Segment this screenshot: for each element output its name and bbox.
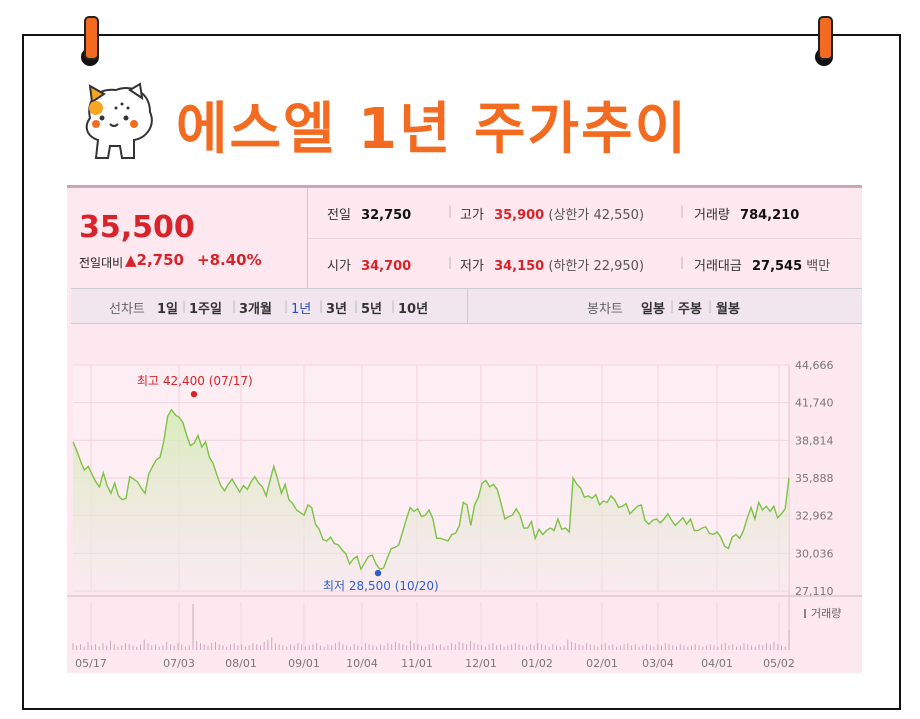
stat-low: 저가 34,150 (하한가 22,950): [460, 255, 644, 274]
tab-divider: |: [182, 299, 187, 313]
stat-low-value: 34,150: [494, 259, 545, 274]
period-tab[interactable]: 10년: [398, 302, 429, 317]
y-tick-label: 41,740: [795, 397, 834, 410]
period-tab[interactable]: 1년: [291, 302, 312, 317]
price-area: [73, 409, 789, 591]
chart-tabs: 선차트 1일 1주일 | 3개월 | 1년 | 3년 | 5년 | 10년 | 봉차트 일봉 주봉 | 월봉 |: [71, 288, 862, 324]
stat-high-value: 35,900: [494, 208, 545, 223]
x-tick-label: 12/01: [465, 657, 497, 670]
x-tick-label: 05/02: [763, 657, 795, 670]
y-tick-label: 44,666: [795, 359, 834, 372]
tabs-divider: [467, 289, 468, 323]
stat-volume-label: 거래량: [694, 208, 730, 223]
y-tick-label: 38,814: [795, 434, 834, 447]
stat-volume-value: 784,210: [740, 208, 800, 223]
card-top-border: [67, 185, 862, 188]
y-tick-label: 30,036: [795, 547, 834, 560]
candle-tab[interactable]: 일봉: [641, 302, 665, 317]
x-tick-label: 04/01: [701, 657, 733, 670]
stat-volume: 거래량 784,210: [694, 204, 799, 223]
y-tick-label: 35,888: [795, 472, 834, 485]
tab-divider: |: [708, 299, 713, 313]
high-annotation: 최고 42,400 (07/17): [137, 374, 253, 388]
stat-amount-unit: 백만: [806, 259, 831, 274]
price-box: 35,500 전일대비 ▲2,750 +8.40%: [67, 188, 308, 288]
x-tick-label: 05/17: [75, 657, 107, 670]
stats-panel: 전일 32,750 | 고가 35,900 (상한가 42,550) | 거래량…: [308, 188, 862, 288]
stock-card: 35,500 전일대비 ▲2,750 +8.40% 전일 32,750 | 고가…: [67, 185, 862, 673]
x-tick-label: 08/01: [225, 657, 257, 670]
stats-row-1: 전일 32,750 | 고가 35,900 (상한가 42,550) | 거래량…: [308, 188, 862, 238]
period-tab[interactable]: 3개월: [239, 302, 272, 317]
x-tick-label: 11/01: [401, 657, 433, 670]
x-tick-label: 03/04: [642, 657, 674, 670]
tab-divider: |: [670, 299, 675, 313]
period-tab[interactable]: 1일: [157, 302, 179, 317]
stat-upper-limit: (상한가 42,550): [548, 208, 645, 223]
stat-amount-label: 거래대금: [694, 259, 742, 274]
cat-mascot-icon: [85, 82, 153, 159]
stat-divider: |: [680, 255, 685, 269]
volume-legend-marker: [804, 609, 806, 618]
candle-chart-label: 봉차트: [587, 302, 623, 317]
page-title: 에스엘 1년 주가추이: [176, 97, 689, 162]
stat-amount: 거래대금 27,545 백만: [694, 255, 830, 274]
pin-right: [818, 16, 833, 60]
tab-divider: |: [284, 299, 289, 313]
y-tick-label: 32,962: [795, 510, 834, 523]
stats-row-2: 시가 34,700 | 저가 34,150 (하한가 22,950) | 거래대…: [308, 238, 862, 289]
volume-legend: 거래량: [811, 607, 841, 620]
stat-open-label: 시가: [327, 259, 351, 274]
current-price: 35,500: [79, 210, 195, 245]
stat-high: 고가 35,900 (상한가 42,550): [460, 204, 644, 223]
period-tab[interactable]: 1주일: [189, 302, 222, 317]
low-marker: [374, 569, 382, 577]
line-chart-label: 선차트: [109, 302, 145, 317]
period-tab[interactable]: 3년: [326, 302, 348, 317]
stat-lower-limit: (하한가 22,950): [548, 259, 645, 274]
stat-divider: |: [448, 255, 453, 269]
candle-tab[interactable]: 월봉: [716, 302, 740, 317]
stat-high-label: 고가: [460, 208, 484, 223]
stat-low-label: 저가: [460, 259, 484, 274]
stat-open: 시가 34,700: [327, 255, 411, 274]
x-tick-label: 01/02: [521, 657, 553, 670]
stat-amount-value: 27,545: [751, 259, 803, 274]
pin-left: [84, 16, 99, 60]
candle-tab[interactable]: 주봉: [678, 302, 702, 317]
tab-divider: |: [319, 299, 324, 313]
low-annotation: 최저 28,500 (10/20): [323, 579, 439, 593]
stat-prev: 전일 32,750: [327, 204, 411, 223]
x-tick-label: 10/04: [346, 657, 378, 670]
price-line: [72, 408, 790, 571]
x-tick-label: 02/01: [586, 657, 618, 670]
high-marker: [190, 390, 198, 398]
diff-value: ▲2,750: [125, 251, 184, 269]
price-chart: 44,666 41,740 38,814 35,888 32,962 30,036 27,1…: [67, 359, 862, 670]
stat-prev-value: 32,750: [361, 208, 412, 223]
y-tick-label: 27,110: [795, 585, 834, 598]
tab-divider: |: [354, 299, 359, 313]
stat-open-value: 34,700: [361, 259, 412, 274]
period-tab[interactable]: 5년: [361, 302, 383, 317]
tab-divider: |: [232, 299, 237, 313]
x-tick-label: 09/01: [288, 657, 320, 670]
stat-divider: |: [448, 204, 453, 218]
diff-label: 전일대비: [79, 256, 124, 270]
x-tick-label: 07/03: [163, 657, 195, 670]
stat-divider: |: [680, 204, 685, 218]
stat-prev-label: 전일: [327, 208, 351, 223]
diff-percent: +8.40%: [197, 251, 262, 269]
tab-divider: |: [391, 299, 396, 313]
